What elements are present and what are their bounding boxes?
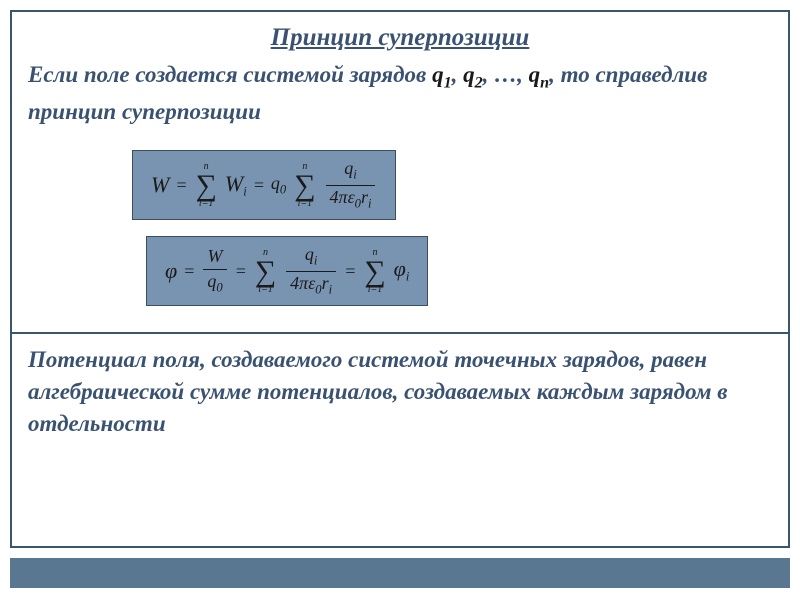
sym-eq4: =	[235, 262, 247, 280]
slide-frame: Принцип суперпозиции Если поле создается…	[10, 10, 790, 548]
sym-q0: q0	[271, 174, 286, 196]
symbol-q1: q1	[432, 62, 452, 87]
formula-potential: φ = W q0 = n ∑ i=1 qi 4πε0ri = n	[146, 236, 428, 306]
sym-eq2: =	[253, 176, 265, 194]
symbol-q2: q2	[463, 62, 483, 87]
symbol-qn: qn	[529, 62, 549, 87]
conclusion-text: Потенциал поля, создаваемого системой то…	[12, 334, 788, 441]
sym-eq3: =	[183, 262, 195, 280]
sigma-2b: n ∑ i=1	[364, 248, 385, 295]
fraction-Wq0: W q0	[203, 247, 226, 295]
fraction-2: qi 4πε0ri	[286, 245, 336, 297]
fraction-1: qi 4πε0ri	[326, 159, 376, 211]
sigma-2a: n ∑ i=1	[255, 248, 276, 295]
intro-paragraph: Если поле создается системой зарядов q1,…	[12, 58, 788, 128]
intro-sep1: ,	[452, 62, 464, 87]
footer-accent-bar	[10, 558, 790, 588]
intro-sep2: , …,	[483, 62, 529, 87]
formula-area: W = n ∑ i=1 Wi = q0 n ∑ i=1 qi 4πε0ri	[12, 128, 788, 314]
sym-phi-i: φi	[394, 258, 410, 283]
sym-Wi: Wi	[225, 173, 247, 198]
sym-eq5: =	[344, 262, 356, 280]
sym-phi: φ	[165, 260, 177, 282]
sym-eq: =	[175, 176, 187, 194]
sym-W: W	[151, 174, 169, 196]
sigma-1a: n ∑ i=1	[195, 162, 216, 209]
sigma-1b: n ∑ i=1	[294, 162, 315, 209]
formula-energy: W = n ∑ i=1 Wi = q0 n ∑ i=1 qi 4πε0ri	[132, 150, 396, 220]
slide-title: Принцип суперпозиции	[12, 24, 788, 52]
intro-text-1: Если поле создается системой зарядов	[28, 62, 432, 87]
